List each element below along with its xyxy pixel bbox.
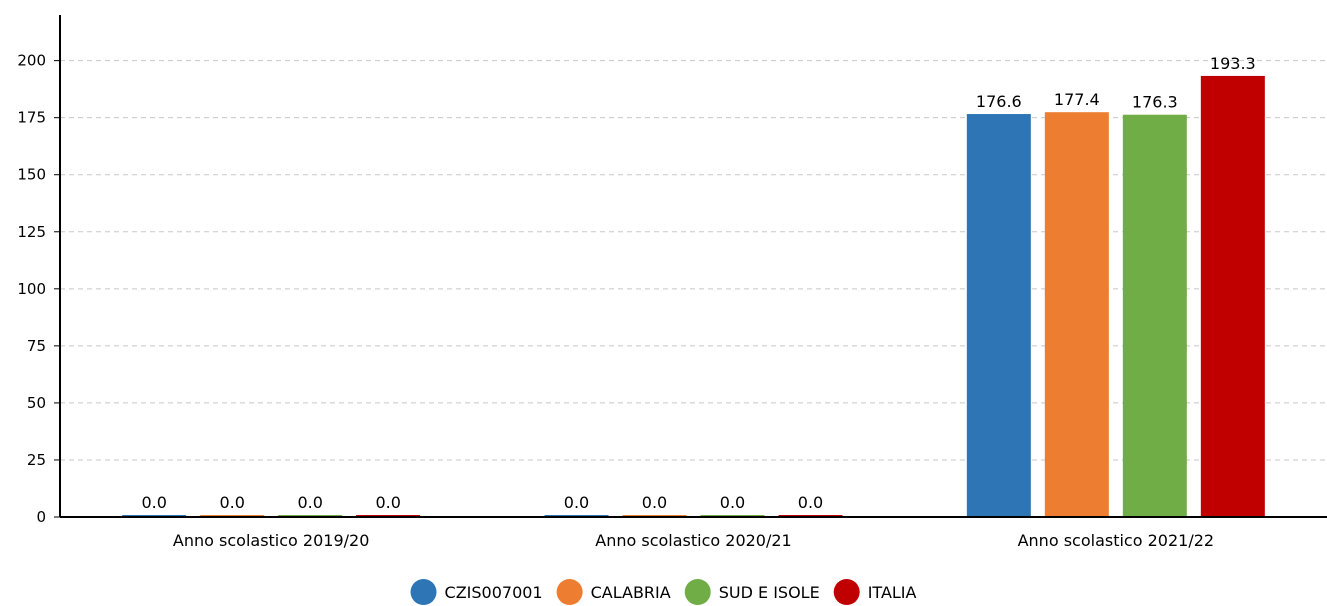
data-label: 0.0	[798, 493, 823, 512]
legend-label: CZIS007001	[445, 583, 543, 602]
y-tick-label: 0	[36, 508, 46, 526]
data-label: 0.0	[297, 493, 322, 512]
legend: CZIS007001 CALABRIA SUD E ISOLE ITALIA	[410, 579, 917, 605]
data-label: 0.0	[564, 493, 589, 512]
data-labels: 0.0 0.0 0.0 0.0 0.0 0.0 0.0 0.0 176.6 177.4 176.3 1…	[141, 54, 1255, 512]
y-axis-ticks: 0 25 50 75 100 125 150 175 200	[17, 52, 60, 526]
bars	[122, 75, 1265, 518]
legend-swatch	[833, 579, 860, 605]
x-category-label: Anno scolastico 2020/21	[595, 531, 791, 550]
data-label: 0.0	[141, 493, 166, 512]
bar	[966, 114, 1031, 517]
y-tick-label: 25	[27, 451, 46, 469]
legend-label: ITALIA	[868, 583, 917, 602]
data-label: 0.0	[720, 493, 745, 512]
data-label: 177.4	[1054, 90, 1100, 109]
data-label: 0.0	[642, 493, 667, 512]
x-category-label: Anno scolastico 2019/20	[173, 531, 369, 550]
legend-label: CALABRIA	[591, 583, 671, 602]
legend-swatch	[556, 579, 583, 605]
grid-lines	[60, 60, 1327, 518]
legend-swatch	[410, 579, 437, 605]
y-tick-label: 175	[17, 109, 46, 127]
data-label: 0.0	[219, 493, 244, 512]
y-tick-label: 200	[17, 52, 46, 70]
y-tick-label: 125	[17, 223, 46, 241]
data-label: 0.0	[375, 493, 400, 512]
legend-swatch	[684, 579, 711, 605]
y-tick-label: 100	[17, 280, 46, 298]
legend-item[interactable]: ITALIA	[833, 579, 917, 605]
legend-item[interactable]: CALABRIA	[556, 579, 671, 605]
legend-item[interactable]: SUD E ISOLE	[684, 579, 820, 605]
y-tick-label: 150	[17, 166, 46, 184]
bar	[1200, 75, 1265, 517]
data-label: 176.3	[1132, 93, 1178, 112]
bar	[1044, 112, 1109, 518]
y-tick-label: 75	[27, 337, 46, 355]
bar	[1122, 114, 1187, 517]
x-axis-category-labels: Anno scolastico 2019/20 Anno scolastico 2…	[173, 531, 1214, 550]
data-label: 193.3	[1210, 54, 1256, 73]
legend-label: SUD E ISOLE	[719, 583, 820, 602]
legend-item[interactable]: CZIS007001	[410, 579, 543, 605]
data-label: 176.6	[976, 92, 1022, 111]
axes	[59, 15, 1327, 518]
x-category-label: Anno scolastico 2021/22	[1018, 531, 1214, 550]
y-tick-label: 50	[27, 394, 46, 412]
